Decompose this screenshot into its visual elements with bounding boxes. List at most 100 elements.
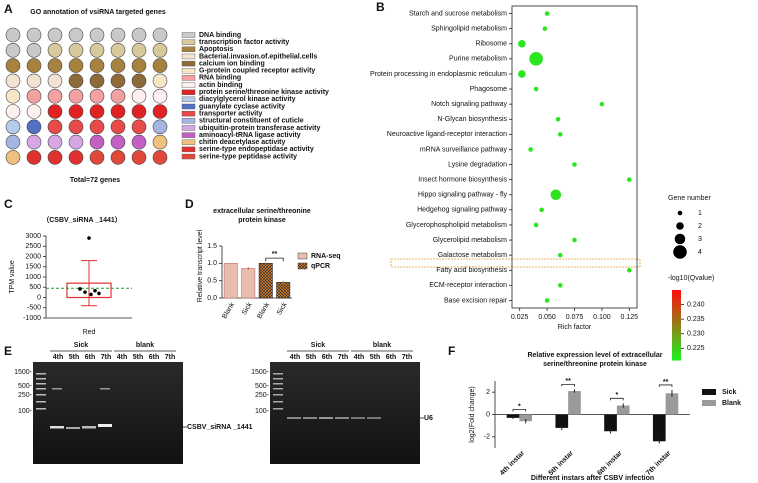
waffle-dot — [152, 119, 168, 135]
legend-swatch — [181, 89, 196, 95]
group-label: Sick — [311, 342, 326, 349]
waffle-dot — [152, 73, 168, 89]
significance-label: * — [616, 392, 619, 399]
bubble — [533, 222, 539, 228]
color-bar — [672, 308, 681, 312]
y-tick-label: N-Glycan biosynthesis — [437, 116, 507, 123]
data-point — [97, 291, 101, 296]
color-bar — [672, 322, 681, 326]
panel-title: extracellular serine/threonine — [213, 208, 311, 215]
y-tick-label: Starch and sucrose metabolism — [409, 10, 507, 17]
legend-label: qPCR — [311, 263, 330, 270]
waffle-dot — [26, 134, 42, 150]
legend-label: chitin deacetylase activity — [199, 139, 285, 146]
legend-swatch — [181, 146, 196, 153]
waffle-dot — [26, 88, 42, 104]
waffle-dot — [152, 150, 168, 165]
y-axis-title: Relative transcript level — [197, 229, 204, 302]
bar — [506, 414, 520, 418]
waffle-dot — [5, 73, 21, 89]
x-tick-label: 7th instar — [645, 450, 672, 477]
bubble — [599, 101, 605, 107]
waffle-dot — [47, 42, 63, 58]
waffle-dot — [131, 42, 147, 58]
significance-label: * — [518, 403, 521, 410]
bubble — [529, 52, 543, 66]
legend-swatch — [297, 262, 308, 270]
y-tick-label: Neuroactive ligand-receptor interaction — [387, 131, 507, 138]
color-bar — [672, 304, 681, 307]
bubble — [557, 252, 563, 258]
y-tick-label: 2 — [486, 389, 490, 396]
y-tick-label: Sphingolipid metabolism — [431, 25, 507, 32]
lane-label: 4th — [117, 354, 128, 361]
bubble — [542, 26, 548, 31]
color-tick-label: 0.225 — [687, 345, 705, 352]
waffle-dot — [110, 27, 126, 43]
waffle-dot — [26, 119, 42, 135]
lane-label: 6th — [322, 354, 333, 361]
legend-label: Blank — [722, 400, 741, 407]
panel-label: E — [4, 344, 12, 358]
y-tick-label: Insect hormone biosynthesis — [418, 176, 507, 183]
size-label: 4 — [698, 249, 702, 256]
waffle-dot — [110, 104, 126, 119]
bubble — [544, 298, 550, 303]
lane-label: 5th — [69, 354, 80, 361]
target-label: U6 — [424, 415, 433, 422]
bubble — [539, 207, 544, 213]
waffle-dot — [26, 58, 42, 73]
y-tick-label: -2 — [484, 434, 490, 441]
x-axis-title: Different instars after CSBV infection — [531, 475, 654, 482]
waffle-dot — [26, 73, 42, 89]
bar — [223, 263, 238, 299]
color-bar — [672, 341, 681, 345]
color-bar — [672, 353, 681, 356]
legend-swatch — [181, 139, 196, 145]
waffle-dot — [131, 58, 147, 73]
waffle-dot — [110, 73, 126, 89]
waffle-dot — [5, 88, 21, 104]
y-tick-label: Notch signaling pathway — [431, 101, 507, 108]
gel-image — [270, 362, 420, 464]
significance-label: ** — [663, 379, 669, 386]
x-tick-label: Red — [83, 329, 96, 336]
y-tick-label: 1.5 — [207, 243, 217, 250]
color-bar — [672, 311, 681, 314]
y-axis-title: log2(Fold change) — [469, 386, 476, 442]
y-tick-label: Hippo signaling pathway - fly — [418, 192, 508, 199]
waffle-dot — [89, 73, 105, 89]
waffle-dot — [26, 42, 42, 58]
lane-label: 7th — [338, 354, 349, 361]
bubble — [550, 189, 562, 201]
x-tick-label: Sick — [276, 301, 289, 316]
waffle-dot — [47, 134, 63, 150]
y-tick-label: 0.0 — [207, 295, 217, 302]
size-key — [674, 233, 686, 245]
x-tick-label: Blank — [221, 301, 236, 320]
legend-label: transcription factor activity — [199, 39, 289, 46]
waffle-dot — [68, 42, 84, 58]
y-tick-label: 500 — [29, 284, 41, 291]
significance-bracket — [610, 397, 624, 401]
waffle-dot — [152, 27, 168, 43]
panel-title: GO annotation of vsiRNA targeted genes — [30, 9, 166, 16]
y-tick-label: ECM-receptor interaction — [429, 282, 507, 289]
y-tick-label: 3000 — [25, 233, 41, 240]
bubble — [518, 39, 526, 48]
waffle-dot — [5, 42, 21, 58]
legend-swatch — [181, 132, 196, 138]
x-tick-label: Sick — [241, 301, 254, 316]
y-tick-label: Lysine degradation — [448, 161, 507, 168]
bubble — [627, 177, 632, 182]
panel-title: protein kinase — [238, 217, 286, 224]
color-tick-label: 0.235 — [687, 316, 705, 323]
waffle-dot — [47, 150, 63, 165]
y-tick-label: -1000 — [23, 315, 41, 322]
waffle-dot — [5, 27, 21, 43]
waffle-dot — [68, 73, 84, 89]
waffle-dot — [68, 134, 84, 150]
lane-label: 7th — [402, 354, 413, 361]
waffle-dot — [68, 27, 84, 43]
waffle-dot — [131, 119, 147, 135]
